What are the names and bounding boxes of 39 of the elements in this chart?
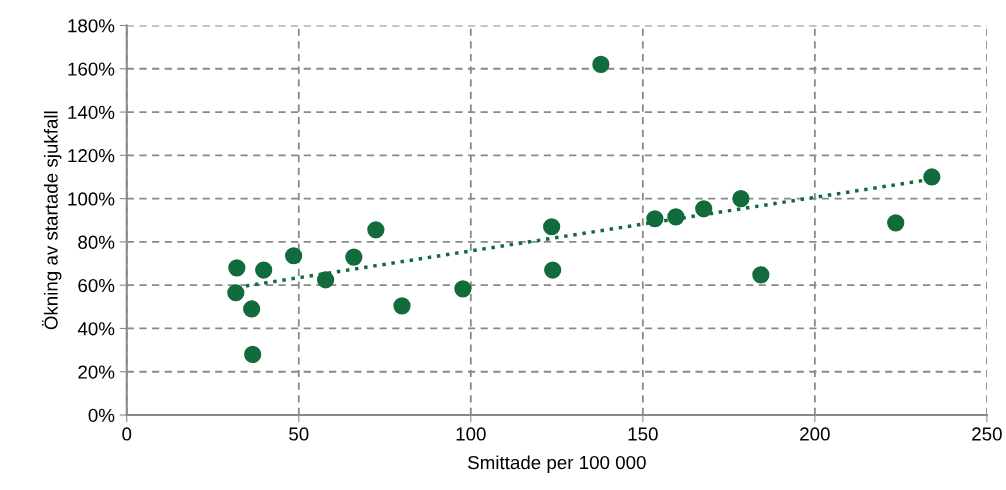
point bbox=[646, 210, 664, 228]
point bbox=[667, 208, 685, 226]
y-tick-label: 0% bbox=[88, 408, 115, 423]
y-tick-label: 20% bbox=[78, 365, 115, 379]
y-tick-label: 140% bbox=[68, 105, 115, 120]
point bbox=[317, 271, 335, 289]
point bbox=[228, 259, 246, 277]
point bbox=[243, 300, 261, 318]
point bbox=[695, 200, 713, 218]
point bbox=[543, 218, 561, 236]
point bbox=[285, 247, 303, 265]
point bbox=[255, 261, 273, 279]
point bbox=[393, 297, 411, 315]
y-tick-label: 100% bbox=[68, 192, 115, 206]
y-tick-label: 80% bbox=[78, 235, 115, 249]
point bbox=[752, 266, 770, 284]
y-tick-label: 40% bbox=[77, 322, 115, 336]
x-tick-label: 100 bbox=[456, 427, 486, 441]
point bbox=[244, 345, 262, 364]
point bbox=[345, 248, 363, 266]
y-tick-label: 160% bbox=[68, 62, 115, 76]
x-tick-label: 0 bbox=[122, 427, 132, 441]
x-tick-label: 250 bbox=[972, 427, 1002, 441]
x-tick-label: 200 bbox=[800, 427, 830, 441]
x-axis-title: Smittade per 100 000 bbox=[468, 455, 646, 473]
x-tick-label: 50 bbox=[289, 427, 309, 441]
y-axis-title: Ökning av startade sjukfall bbox=[41, 111, 62, 330]
point bbox=[454, 280, 472, 298]
point bbox=[923, 168, 941, 186]
point bbox=[227, 284, 245, 302]
point bbox=[887, 214, 905, 232]
y-tick-label: 180% bbox=[68, 19, 115, 33]
y-tick-label: 60% bbox=[78, 278, 115, 293]
point bbox=[592, 55, 610, 74]
point bbox=[367, 221, 385, 239]
point bbox=[544, 261, 562, 279]
x-tick-label: 150 bbox=[628, 427, 658, 441]
y-tick-label: 120% bbox=[68, 149, 115, 163]
point bbox=[732, 190, 750, 208]
